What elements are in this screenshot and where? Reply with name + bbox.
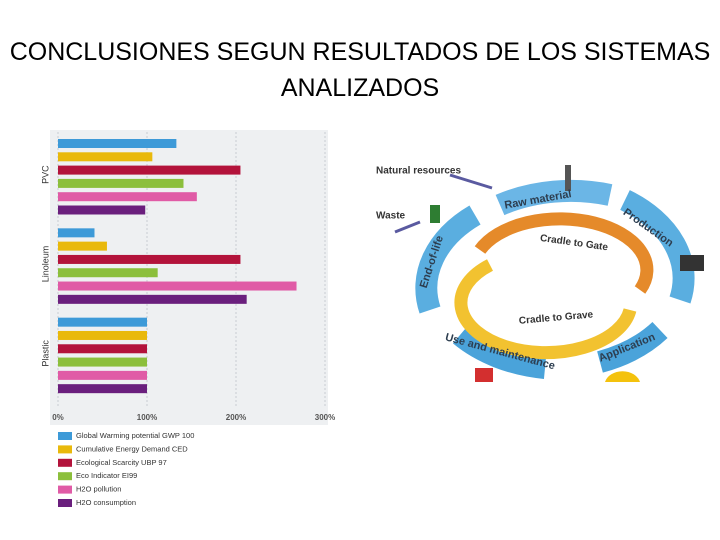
diagram-label: Natural resources (376, 166, 461, 177)
arrow (415, 205, 481, 314)
bar (58, 254, 241, 264)
bar (58, 344, 147, 354)
waste-icon (430, 205, 440, 223)
bar (58, 317, 147, 327)
bar (58, 330, 147, 340)
arrow (495, 179, 613, 216)
x-tick-label: 200% (226, 413, 246, 422)
legend-swatch (58, 499, 72, 507)
bar (58, 152, 153, 162)
factory-icon (680, 255, 704, 271)
x-tick-label: 300% (315, 413, 335, 422)
arrow (596, 321, 668, 373)
inner-arrow (474, 212, 654, 294)
bar (58, 281, 297, 291)
diagram-label: Cradle to Grave (518, 309, 594, 326)
arrow (620, 190, 695, 304)
category-label: PVC (40, 165, 50, 184)
legend-label: H2O consumption (76, 498, 136, 507)
legend-swatch (58, 472, 72, 481)
category-label: Linoleum (40, 246, 50, 283)
slide-title: CONCLUSIONES SEGUN RESULTADOS DE LOS SIS… (9, 38, 711, 102)
legend-swatch (58, 445, 72, 454)
legend-label: Eco Indicator EI99 (76, 471, 137, 480)
bar (58, 192, 197, 202)
bar (58, 294, 247, 304)
bar (58, 370, 147, 380)
legend-swatch (58, 485, 72, 494)
lifecycle-diagram: Natural resources Waste Raw material Pro… (376, 165, 704, 382)
bar (58, 268, 158, 278)
bar (58, 241, 107, 251)
legend-label: Global Warming potential GWP 100 (76, 431, 194, 440)
bucket-icon (475, 368, 493, 382)
bar (58, 384, 147, 394)
bar (58, 178, 184, 188)
helmet-icon (605, 371, 640, 382)
bar (58, 139, 177, 148)
arrow (449, 173, 493, 190)
x-tick-label: 0% (52, 413, 64, 422)
arrow (394, 220, 421, 234)
diagram-label: Waste (376, 211, 406, 222)
arrow (452, 326, 547, 379)
category-label: Plastic (40, 340, 50, 367)
bar (58, 228, 95, 238)
x-tick-label: 100% (137, 413, 157, 422)
legend-label: Ecological Scarcity UBP 97 (76, 458, 167, 467)
legend-swatch (58, 432, 72, 440)
bar (58, 165, 241, 175)
diagram-label: Cradle to Gate (539, 233, 609, 253)
rig-icon (565, 165, 571, 191)
legend-swatch (58, 458, 72, 467)
legend-label: H2O pollution (76, 485, 121, 494)
bar (58, 357, 147, 367)
legend-label: Cumulative Energy Demand CED (76, 444, 188, 453)
inner-arrow (454, 259, 637, 360)
bar (58, 205, 146, 215)
